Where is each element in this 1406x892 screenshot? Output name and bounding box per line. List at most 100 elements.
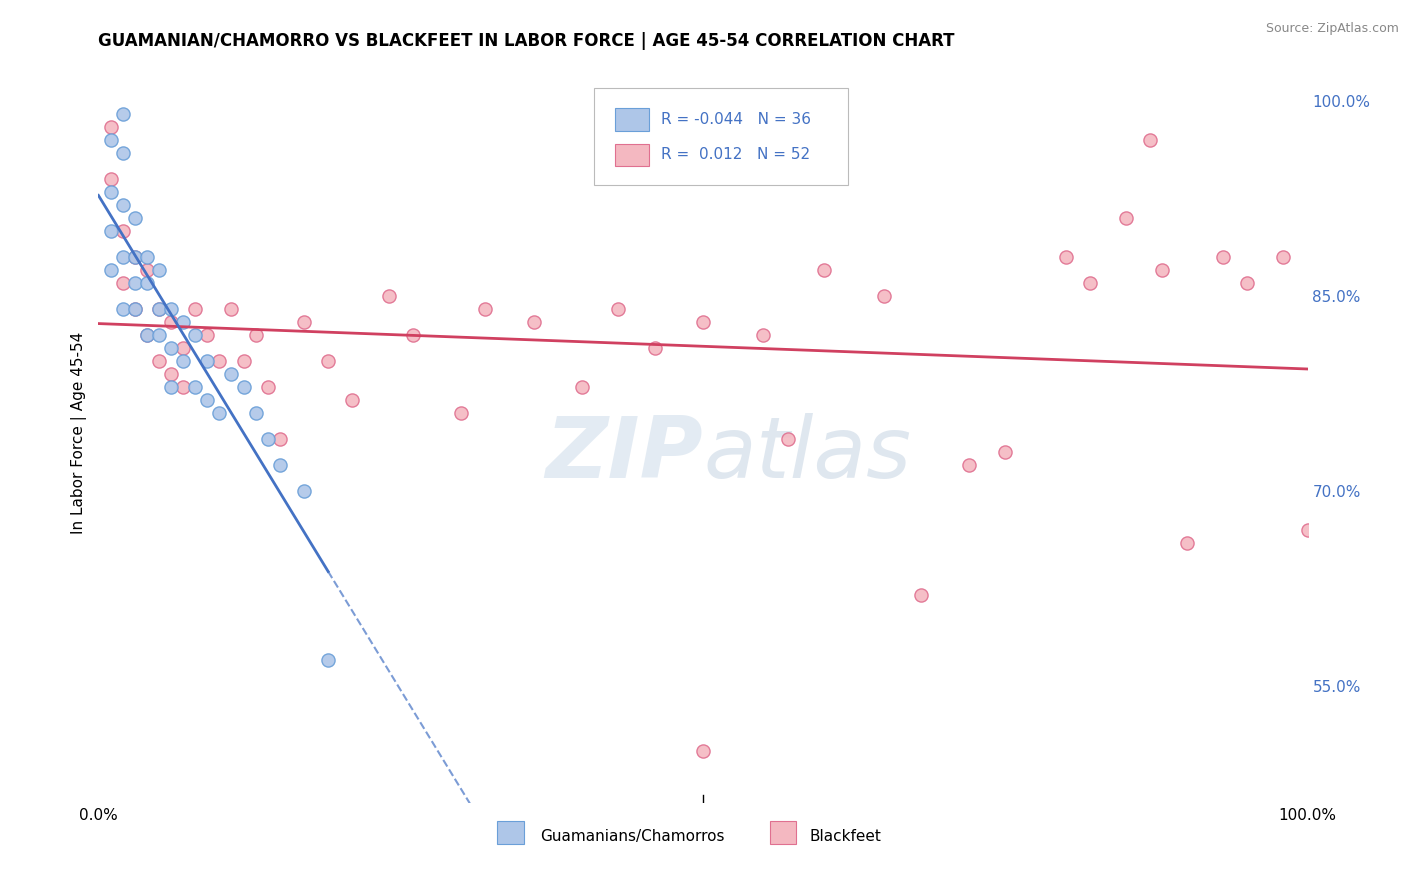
Point — [148, 302, 170, 317]
Point — [316, 354, 339, 368]
Point — [111, 250, 134, 264]
Point — [813, 263, 835, 277]
Text: atlas: atlas — [703, 413, 911, 496]
Point — [208, 354, 231, 368]
Point — [148, 328, 170, 343]
Point — [135, 250, 157, 264]
Point — [292, 315, 315, 329]
Point — [232, 354, 254, 368]
Bar — [614, 144, 648, 166]
Point — [135, 277, 157, 291]
Bar — [614, 108, 648, 130]
Point — [148, 302, 170, 317]
Point — [873, 289, 896, 303]
Point — [221, 367, 243, 381]
Point — [221, 302, 243, 317]
Point — [1115, 211, 1137, 226]
Point — [245, 406, 267, 420]
Point — [160, 380, 183, 394]
Bar — [769, 821, 796, 844]
Point — [208, 406, 231, 420]
Text: Blackfeet: Blackfeet — [810, 829, 882, 844]
Point — [124, 211, 146, 226]
Point — [994, 445, 1017, 459]
Point — [100, 133, 122, 147]
Point — [148, 263, 170, 277]
Point — [607, 302, 630, 317]
Point — [474, 302, 496, 317]
Point — [776, 432, 799, 446]
Point — [124, 250, 146, 264]
Point — [292, 484, 315, 499]
Point — [100, 172, 122, 186]
FancyBboxPatch shape — [595, 88, 848, 185]
Point — [184, 328, 207, 343]
Point — [111, 302, 134, 317]
Point — [124, 277, 146, 291]
Point — [160, 315, 183, 329]
Point — [160, 367, 183, 381]
Point — [402, 328, 425, 343]
Point — [111, 107, 134, 121]
Text: ZIP: ZIP — [546, 413, 703, 496]
Point — [523, 315, 546, 329]
Point — [135, 328, 157, 343]
Text: R = -0.044   N = 36: R = -0.044 N = 36 — [661, 112, 811, 127]
Point — [184, 302, 207, 317]
Y-axis label: In Labor Force | Age 45-54: In Labor Force | Age 45-54 — [72, 332, 87, 533]
Point — [100, 120, 122, 135]
Point — [148, 354, 170, 368]
Point — [245, 328, 267, 343]
Point — [1236, 277, 1258, 291]
Point — [135, 328, 157, 343]
Point — [124, 250, 146, 264]
Bar — [498, 821, 524, 844]
Text: Guamanians/Chamorros: Guamanians/Chamorros — [540, 829, 724, 844]
Point — [1212, 250, 1234, 264]
Point — [124, 302, 146, 317]
Point — [1152, 263, 1174, 277]
Point — [256, 432, 278, 446]
Point — [1054, 250, 1077, 264]
Point — [692, 744, 714, 758]
Text: R =  0.012   N = 52: R = 0.012 N = 52 — [661, 147, 810, 162]
Point — [1078, 277, 1101, 291]
Point — [256, 380, 278, 394]
Point — [232, 380, 254, 394]
Point — [172, 354, 194, 368]
Point — [100, 186, 122, 200]
Point — [111, 277, 134, 291]
Point — [316, 653, 339, 667]
Text: Source: ZipAtlas.com: Source: ZipAtlas.com — [1265, 22, 1399, 36]
Point — [160, 341, 183, 355]
Point — [269, 458, 291, 472]
Text: GUAMANIAN/CHAMORRO VS BLACKFEET IN LABOR FORCE | AGE 45-54 CORRELATION CHART: GUAMANIAN/CHAMORRO VS BLACKFEET IN LABOR… — [98, 32, 955, 50]
Point — [160, 302, 183, 317]
Point — [195, 328, 218, 343]
Point — [172, 341, 194, 355]
Point — [195, 354, 218, 368]
Point — [1296, 523, 1319, 537]
Point — [450, 406, 472, 420]
Point — [111, 224, 134, 238]
Point — [1139, 133, 1161, 147]
Point — [1175, 536, 1198, 550]
Point — [184, 380, 207, 394]
Point — [644, 341, 666, 355]
Point — [100, 224, 122, 238]
Point — [752, 328, 775, 343]
Point — [692, 315, 714, 329]
Point — [571, 380, 593, 394]
Point — [269, 432, 291, 446]
Point — [377, 289, 399, 303]
Point — [910, 588, 932, 602]
Point — [124, 302, 146, 317]
Point — [195, 393, 218, 408]
Point — [172, 380, 194, 394]
Point — [342, 393, 364, 408]
Point — [111, 198, 134, 212]
Point — [172, 315, 194, 329]
Point — [957, 458, 980, 472]
Point — [135, 263, 157, 277]
Point — [111, 146, 134, 161]
